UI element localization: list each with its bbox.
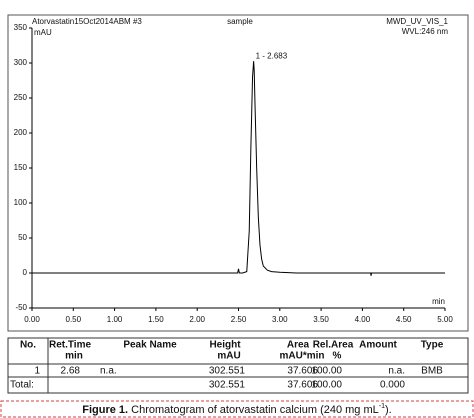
y-axis-label: mAU [34, 28, 52, 37]
x-tick-label: 2.50 [231, 315, 247, 324]
x-tick-label: 0.00 [24, 315, 40, 324]
table-total-cell: 0.000 [380, 380, 405, 391]
y-tick-label: 150 [14, 163, 28, 172]
table-total-cell: 302.551 [209, 380, 246, 391]
x-tick-label: 4.50 [396, 315, 412, 324]
x-axis-label: min [432, 297, 445, 306]
caption-text: Chromatogram of atorvastatin calcium (24… [128, 404, 379, 416]
table-header: % [333, 351, 342, 362]
chromatogram-line [32, 61, 445, 276]
header-wavelength: WVL:246 nm [402, 27, 449, 36]
header-right: MWD_UV_VIS_1 [386, 17, 448, 26]
table-cell: 2.68 [61, 366, 81, 377]
table-cell: 1 [34, 366, 40, 377]
table-cell: n.a. [100, 366, 117, 377]
table-header: min [65, 351, 83, 362]
y-tick-label: 100 [14, 198, 28, 207]
table-header: Ret.Time [49, 340, 91, 351]
caption-box [0, 400, 474, 418]
y-tick-label: -50 [15, 303, 27, 312]
x-tick-label: 3.50 [313, 315, 329, 324]
chart-frame [7, 14, 469, 332]
y-tick-label: 200 [14, 128, 28, 137]
table-total-cell: 100.00 [311, 380, 342, 391]
x-tick-label: 3.00 [272, 315, 288, 324]
table-cell: n.a. [388, 366, 405, 377]
table-header: No. [20, 340, 36, 351]
y-tick-label: 250 [14, 93, 28, 102]
table-cell: BMB [421, 366, 443, 377]
x-tick-label: 1.50 [148, 315, 164, 324]
table-header: mAU [217, 351, 240, 362]
y-tick-label: 350 [14, 23, 28, 32]
x-tick-label: 1.00 [107, 315, 123, 324]
x-tick-label: 4.00 [355, 315, 371, 324]
caption-end: ). [385, 404, 392, 416]
table-header: mAU*min [279, 351, 324, 362]
caption-sup: -1 [379, 403, 385, 410]
x-tick-label: 0.50 [66, 315, 82, 324]
table-header: Rel.Area [313, 340, 354, 351]
header-center: sample [227, 17, 253, 26]
x-tick-label: 2.00 [189, 315, 205, 324]
y-tick-label: 300 [14, 58, 28, 67]
caption-label: Figure 1. [82, 404, 128, 416]
table-header: Peak Name [123, 340, 177, 351]
table-header: Type [421, 340, 444, 351]
y-tick-label: 50 [18, 233, 27, 242]
y-tick-label: 0 [23, 268, 28, 277]
caption: Figure 1. Chromatogram of atorvastatin c… [82, 403, 391, 416]
header-left: Atorvastatin15Oct2014ABM #3 [32, 17, 142, 26]
table-header: Amount [359, 340, 397, 351]
table-cell: 302.551 [209, 366, 246, 377]
table-frame [7, 337, 469, 394]
peak-label: 1 - 2.683 [256, 51, 288, 60]
table-cell: 37.606 [287, 366, 318, 377]
table-cell: 100.00 [311, 366, 342, 377]
table-header: Area [287, 340, 310, 351]
table-total-cell: 37.606 [287, 380, 318, 391]
table-total-label: Total: [10, 380, 34, 391]
table-header: Height [209, 340, 241, 351]
x-tick-label: 5.00 [437, 315, 453, 324]
